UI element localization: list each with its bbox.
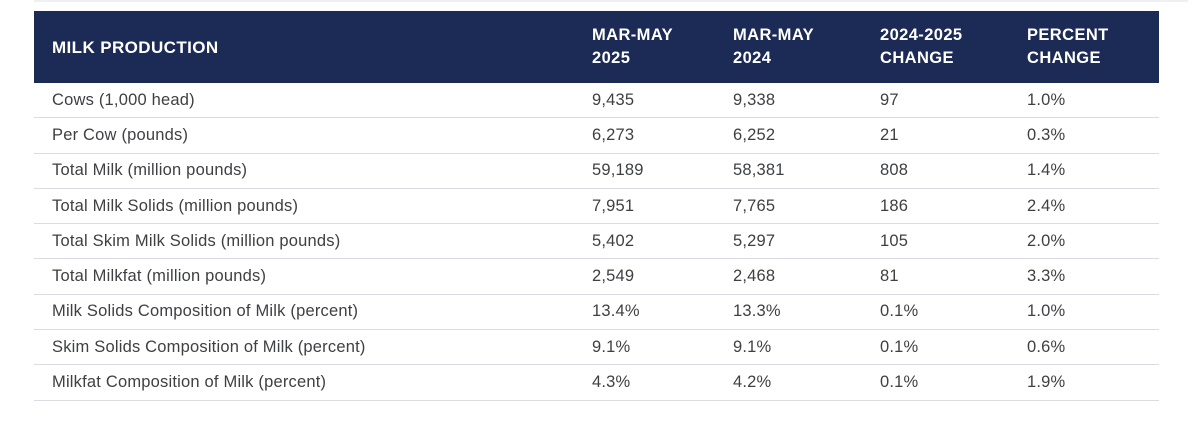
cell-mar-may-2024: 13.3%	[733, 302, 781, 321]
cell-mar-may-2024: 5,297	[733, 231, 776, 250]
milk-production-table: MILK PRODUCTION MAR-MAY 2025 MAR-MAY 202…	[34, 11, 1159, 401]
column-header-mar-may-2025: MAR-MAY 2025	[592, 26, 673, 67]
row-label: Total Skim Milk Solids (million pounds)	[52, 231, 341, 250]
top-edge-divider	[34, 0, 1188, 2]
cell-percent-change: 1.4%	[1027, 161, 1066, 180]
cell-mar-may-2025: 2,549	[592, 267, 635, 286]
cell-mar-may-2025: 9,435	[592, 90, 635, 109]
row-label: Total Milkfat (million pounds)	[52, 267, 267, 286]
column-header-2024-2025-change: 2024-2025 CHANGE	[880, 26, 963, 67]
cell-change: 21	[880, 125, 899, 144]
table-row-skim-solids-composition: Skim Solids Composition of Milk (percent…	[34, 330, 1159, 366]
cell-change: 81	[880, 267, 899, 286]
table-row-per-cow: Per Cow (pounds) 6,273 6,252 21 0.3%	[34, 118, 1159, 154]
cell-mar-may-2025: 13.4%	[592, 302, 640, 321]
table-row-total-skim-milk-solids: Total Skim Milk Solids (million pounds) …	[34, 224, 1159, 260]
table-row-total-milk-solids: Total Milk Solids (million pounds) 7,951…	[34, 189, 1159, 225]
cell-mar-may-2025: 6,273	[592, 125, 635, 144]
cell-percent-change: 0.6%	[1027, 337, 1066, 356]
table-row-total-milk: Total Milk (million pounds) 59,189 58,38…	[34, 154, 1159, 189]
cell-mar-may-2025: 4.3%	[592, 373, 631, 392]
cell-mar-may-2024: 2,468	[733, 267, 776, 286]
cell-percent-change: 1.0%	[1027, 90, 1066, 109]
row-label: Total Milk (million pounds)	[52, 161, 248, 180]
cell-percent-change: 1.0%	[1027, 302, 1066, 321]
table-row-total-milkfat: Total Milkfat (million pounds) 2,549 2,4…	[34, 259, 1159, 295]
cell-mar-may-2024: 7,765	[733, 196, 776, 215]
cell-mar-may-2024: 6,252	[733, 125, 776, 144]
row-label: Milk Solids Composition of Milk (percent…	[52, 302, 359, 321]
cell-mar-may-2025: 5,402	[592, 231, 635, 250]
row-label: Milkfat Composition of Milk (percent)	[52, 373, 327, 392]
column-header-percent-change: PERCENT CHANGE	[1027, 26, 1109, 67]
cell-mar-may-2025: 9.1%	[592, 337, 631, 356]
column-header-mar-may-2024: MAR-MAY 2024	[733, 26, 814, 67]
cell-change: 0.1%	[880, 373, 919, 392]
row-label: Total Milk Solids (million pounds)	[52, 196, 299, 215]
cell-change: 97	[880, 90, 899, 109]
cell-change: 105	[880, 231, 909, 250]
table-title: MILK PRODUCTION	[52, 37, 219, 57]
cell-mar-may-2025: 7,951	[592, 196, 635, 215]
table-header-row: MILK PRODUCTION MAR-MAY 2025 MAR-MAY 202…	[34, 11, 1159, 83]
cell-change: 0.1%	[880, 302, 919, 321]
cell-mar-may-2024: 9.1%	[733, 337, 772, 356]
cell-percent-change: 1.9%	[1027, 373, 1066, 392]
cell-change: 808	[880, 161, 909, 180]
cell-percent-change: 2.4%	[1027, 196, 1066, 215]
cell-percent-change: 3.3%	[1027, 267, 1066, 286]
cell-mar-may-2024: 4.2%	[733, 373, 772, 392]
table-row-cows: Cows (1,000 head) 9,435 9,338 97 1.0%	[34, 83, 1159, 119]
row-label: Per Cow (pounds)	[52, 125, 189, 144]
row-label: Cows (1,000 head)	[52, 90, 195, 109]
cell-change: 0.1%	[880, 337, 919, 356]
cell-percent-change: 0.3%	[1027, 125, 1066, 144]
cell-mar-may-2024: 58,381	[733, 161, 785, 180]
cell-change: 186	[880, 196, 909, 215]
cell-mar-may-2025: 59,189	[592, 161, 644, 180]
cell-percent-change: 2.0%	[1027, 231, 1066, 250]
cell-mar-may-2024: 9,338	[733, 90, 776, 109]
row-label: Skim Solids Composition of Milk (percent…	[52, 337, 366, 356]
table-row-milkfat-composition: Milkfat Composition of Milk (percent) 4.…	[34, 365, 1159, 401]
table-body: Cows (1,000 head) 9,435 9,338 97 1.0% Pe…	[34, 83, 1159, 401]
table-row-milk-solids-composition: Milk Solids Composition of Milk (percent…	[34, 295, 1159, 331]
